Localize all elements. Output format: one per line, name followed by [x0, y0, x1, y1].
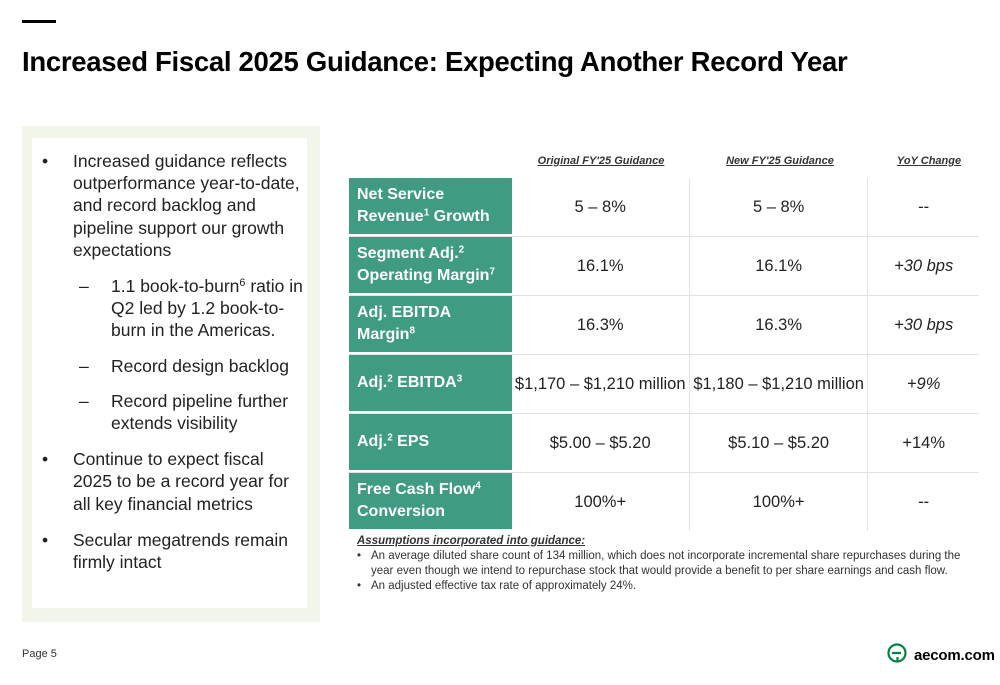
dash-glyph: – — [79, 390, 89, 411]
bullet-glyph: • — [42, 151, 49, 171]
logo-text: aecom.com — [914, 647, 995, 664]
sub-item: – 1.1 book-to-burn6 ratio in Q2 led by 1.… — [73, 275, 304, 342]
page-title: Increased Fiscal 2025 Guidance: Expectin… — [22, 46, 848, 77]
original-value: 16.3% — [512, 296, 690, 354]
label-text: Adj. — [357, 432, 388, 450]
new-value: $1,180 – $1,210 million — [690, 355, 869, 413]
label-text: Revenue — [357, 208, 424, 225]
footnote-ref: 1 — [423, 207, 430, 219]
top-rule — [22, 20, 56, 23]
guidance-table: Net Service Revenue1 Growth 5 – 8% 5 – 8%… — [349, 178, 979, 531]
table-row: Adj.2 EPS $5.00 – $5.20 $5.10 – $5.20 +1… — [349, 414, 979, 473]
assumptions-heading: Assumptions incorporated into guidance: — [357, 535, 586, 547]
original-value: $1,170 – $1,210 million — [512, 355, 690, 413]
key-points-card: • Increased guidance reflects outperforma… — [32, 138, 307, 608]
dash-glyph: – — [79, 276, 89, 297]
bullet-item: • Increased guidance reflects outperforma… — [42, 150, 304, 434]
original-value: $5.00 – $5.20 — [512, 414, 690, 472]
bullet-item: • Secular megatrends remain firmly intact — [42, 529, 304, 573]
bullet-glyph: • — [357, 580, 362, 592]
footnote-ref: 8 — [409, 325, 415, 337]
table-row: Net Service Revenue1 Growth 5 – 8% 5 – 8%… — [349, 178, 979, 237]
footnote-ref: 2 — [387, 373, 393, 385]
sub-list: – 1.1 book-to-burn6 ratio in Q2 led by 1.… — [73, 275, 304, 434]
aecom-logo-icon — [886, 642, 908, 669]
bullet-text: Continue to expect fiscal 2025 to be a r… — [73, 449, 289, 514]
bullet-text: Secular megatrends remain firmly intact — [73, 529, 288, 573]
yoy-value: +9% — [906, 374, 941, 393]
bullet-glyph: • — [357, 550, 362, 562]
yoy-value: -- — [918, 492, 930, 511]
sub-item: – Record design backlog — [73, 355, 304, 377]
bullet-item: • Continue to expect fiscal 2025 to be a … — [42, 448, 304, 515]
new-value: 5 – 8% — [690, 178, 869, 236]
label-text: Adj. — [357, 373, 388, 391]
yoy-value: +30 bps — [894, 256, 954, 275]
label-text: Segment Adj. — [357, 244, 459, 262]
header-new-guidance: New FY'25 Guidance — [726, 155, 834, 167]
footnote-ref: 7 — [489, 266, 495, 278]
row-label: Adj. EBITDA Margin8 — [349, 296, 512, 354]
label-text: Net Service — [357, 185, 445, 203]
table-row: Adj.2 EBITDA3 $1,170 – $1,210 million $1… — [349, 355, 979, 414]
sub-item: – Record pipeline further extends visibil… — [73, 390, 304, 434]
original-value: 100%+ — [512, 473, 690, 531]
label-text: Adj. EBITDA — [357, 303, 452, 321]
bullet-glyph: • — [42, 529, 49, 550]
row-label: Segment Adj.2 Operating Margin7 — [349, 237, 512, 295]
original-value: 5 – 8% — [512, 178, 690, 236]
row-label: Free Cash Flow4 Conversion — [349, 473, 512, 531]
label-text: Free Cash Flow — [357, 480, 476, 498]
header-yoy-change: YoY Change — [896, 155, 962, 167]
yoy-value: +14% — [902, 433, 945, 452]
label-text: Conversion — [357, 503, 446, 520]
row-label: Adj.2 EBITDA3 — [349, 355, 512, 413]
yoy-value: -- — [918, 197, 930, 216]
yoy-value: +30 bps — [894, 315, 954, 334]
new-value: 16.3% — [690, 296, 869, 354]
table-row: Segment Adj.2 Operating Margin7 16.1% 16.… — [349, 237, 979, 296]
bullet-text: Increased guidance reflects outperforman… — [73, 151, 300, 260]
original-value: 16.1% — [512, 237, 690, 295]
assumption-item: • An average diluted share count of 134 m… — [357, 549, 972, 579]
label-text: Growth — [429, 208, 490, 225]
label-text: EPS — [392, 432, 430, 450]
sub-text: Record pipeline further extends visibili… — [111, 390, 289, 434]
bullet-glyph: • — [42, 449, 49, 470]
table-row: Adj. EBITDA Margin8 16.3% 16.3% +30 bps — [349, 296, 979, 355]
dash-glyph: – — [79, 355, 89, 376]
aecom-logo: aecom.com — [886, 642, 995, 669]
footnote-ref: 2 — [387, 432, 393, 444]
assumption-item: • An adjusted effective tax rate of appro… — [357, 579, 972, 594]
footnote-ref: 2 — [458, 244, 465, 256]
footnote-ref: 4 — [475, 480, 481, 492]
row-label: Adj.2 EPS — [349, 414, 512, 472]
footnote-ref: 3 — [456, 373, 463, 385]
key-points-panel: • Increased guidance reflects outperforma… — [22, 126, 320, 622]
page-number: Page 5 — [22, 648, 57, 660]
sub-text: ratio in Q2 led by 1.2 book-to-burn in t… — [111, 276, 303, 341]
new-value: 16.1% — [690, 237, 869, 295]
row-label: Net Service Revenue1 Growth — [349, 178, 512, 236]
assumption-text: An adjusted effective tax rate of approx… — [371, 580, 637, 592]
table-row: Free Cash Flow4 Conversion 100%+ 100%+ -- — [349, 473, 979, 531]
label-text: Operating Margin — [357, 267, 490, 284]
sub-text: Record design backlog — [111, 355, 290, 376]
new-value: $5.10 – $5.20 — [690, 414, 869, 472]
label-text: Margin — [357, 326, 410, 343]
new-value: 100%+ — [690, 473, 869, 531]
sub-text: 1.1 book-to-burn — [111, 276, 240, 297]
assumptions-list: • An average diluted share count of 134 m… — [357, 549, 972, 594]
footnote-ref: 6 — [239, 277, 246, 290]
assumptions-note: Assumptions incorporated into guidance: … — [357, 534, 972, 594]
key-points-list: • Increased guidance reflects outperforma… — [42, 150, 304, 587]
assumption-text: An average diluted share count of 134 mi… — [371, 550, 961, 577]
label-text: EBITDA — [392, 373, 457, 391]
header-original-guidance: Original FY'25 Guidance — [537, 155, 665, 167]
